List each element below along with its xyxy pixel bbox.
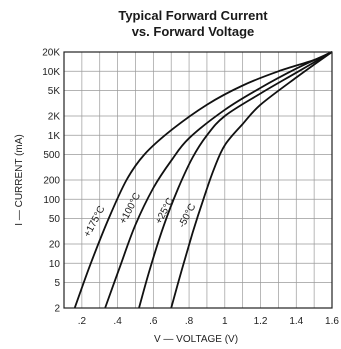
y-tick-label: 10K (42, 67, 60, 78)
x-tick-label: 1.4 (289, 316, 303, 327)
series-line-1 (104, 51, 333, 309)
y-tick-label: 2K (48, 112, 61, 123)
plot-curves (73, 51, 333, 309)
y-tick-labels: 2 5 10 20 50 100 200 500 1K 2K 5K 10K 20K (42, 48, 60, 315)
x-tick-labels: .2 .4 .6 .8 1 1.2 1.4 1.6 (78, 316, 340, 327)
chart-subtitle: vs. Forward Voltage (132, 24, 255, 39)
series-line-3 (170, 51, 333, 309)
y-tick-label: 5K (48, 86, 61, 97)
x-tick-label: .4 (113, 316, 122, 327)
series-label-2: +25°C (153, 196, 176, 226)
x-tick-label: .6 (149, 316, 158, 327)
y-tick-label: 500 (43, 150, 60, 161)
y-tick-label: 100 (43, 195, 60, 206)
y-tick-label: 50 (49, 214, 61, 225)
series-line-0 (73, 51, 333, 309)
x-axis-label: V — VOLTAGE (V) (154, 334, 238, 345)
x-tick-label: 1.2 (254, 316, 268, 327)
x-tick-label: .8 (185, 316, 194, 327)
x-tick-label: .2 (78, 316, 87, 327)
y-tick-label: 5 (54, 278, 60, 289)
y-axis-label: I — CURRENT (mA) (14, 134, 25, 225)
y-tick-label: 20K (42, 48, 60, 59)
y-tick-label: 2 (54, 304, 60, 315)
x-tick-label: 1 (222, 316, 228, 327)
chart-title: Typical Forward Current (118, 8, 268, 23)
series-label-0: +175°C (82, 204, 108, 239)
x-tick-label: 1.6 (325, 316, 339, 327)
series-label-1: +100°C (118, 191, 144, 226)
plot-frame (63, 51, 333, 309)
series-line-2 (138, 51, 333, 309)
y-tick-label: 1K (48, 131, 61, 142)
plot-grid (64, 52, 332, 308)
y-tick-label: 200 (43, 176, 60, 187)
y-tick-label: 10 (49, 259, 61, 270)
y-tick-label: 20 (49, 240, 61, 251)
